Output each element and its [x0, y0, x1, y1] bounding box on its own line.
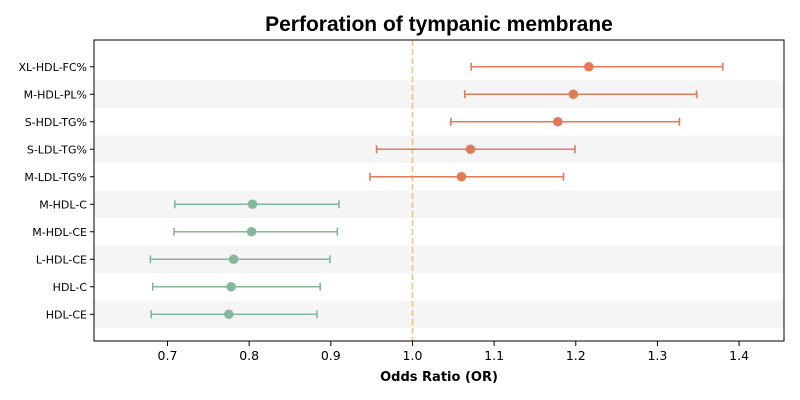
plot-frame [93, 39, 785, 342]
odds-ratio-point [246, 226, 257, 237]
odds-ratio-point [456, 171, 467, 182]
odds-ratio-point [228, 254, 239, 265]
x-axis-ticks: 0.7 0.8 0.9 1.0 1.1 1.2 1.3 1.4 [158, 341, 749, 363]
odds-ratio-point [223, 309, 234, 320]
odds-ratio-point [465, 144, 476, 155]
odds-ratio-point [584, 61, 594, 72]
x-tick-label: 0.8 [239, 348, 259, 363]
x-tick-label: 1.2 [566, 348, 586, 363]
y-axis-labels: XL-HDL-FC% M-HDL-PL% S-HDL-TG% S-LDL-TG% M-L… [18, 61, 94, 321]
x-axis-label: Odds Ratio (OR) [380, 370, 498, 385]
y-tick-label: HDL-C [53, 281, 88, 294]
y-tick-label: M-HDL-PL% [24, 88, 87, 101]
y-tick-label: L-HDL-CE [36, 253, 87, 266]
data-marks [149, 61, 724, 320]
y-tick-label: S-HDL-TG% [25, 116, 87, 129]
x-tick-label: 0.9 [321, 348, 341, 363]
x-tick-label: 1.1 [484, 348, 504, 363]
odds-ratio-point [247, 199, 258, 210]
y-tick-label: M-HDL-CE [32, 226, 87, 239]
y-tick-label: M-LDL-TG% [24, 171, 87, 184]
x-tick-label: 1.0 [403, 348, 423, 363]
x-tick-label: 1.4 [729, 348, 749, 363]
chart-title: Perforation of tympanic membrane [265, 13, 613, 36]
y-tick-label: XL-HDL-FC% [18, 61, 87, 74]
odds-ratio-point [568, 89, 579, 100]
x-tick-label: 0.7 [158, 348, 178, 363]
y-tick-label: M-HDL-C [39, 198, 87, 211]
y-tick-label: S-LDL-TG% [27, 143, 87, 156]
odds-ratio-point [553, 116, 563, 127]
odds-ratio-point [226, 281, 236, 292]
y-tick-label: HDL-CE [46, 308, 87, 321]
x-tick-label: 1.3 [647, 348, 667, 363]
